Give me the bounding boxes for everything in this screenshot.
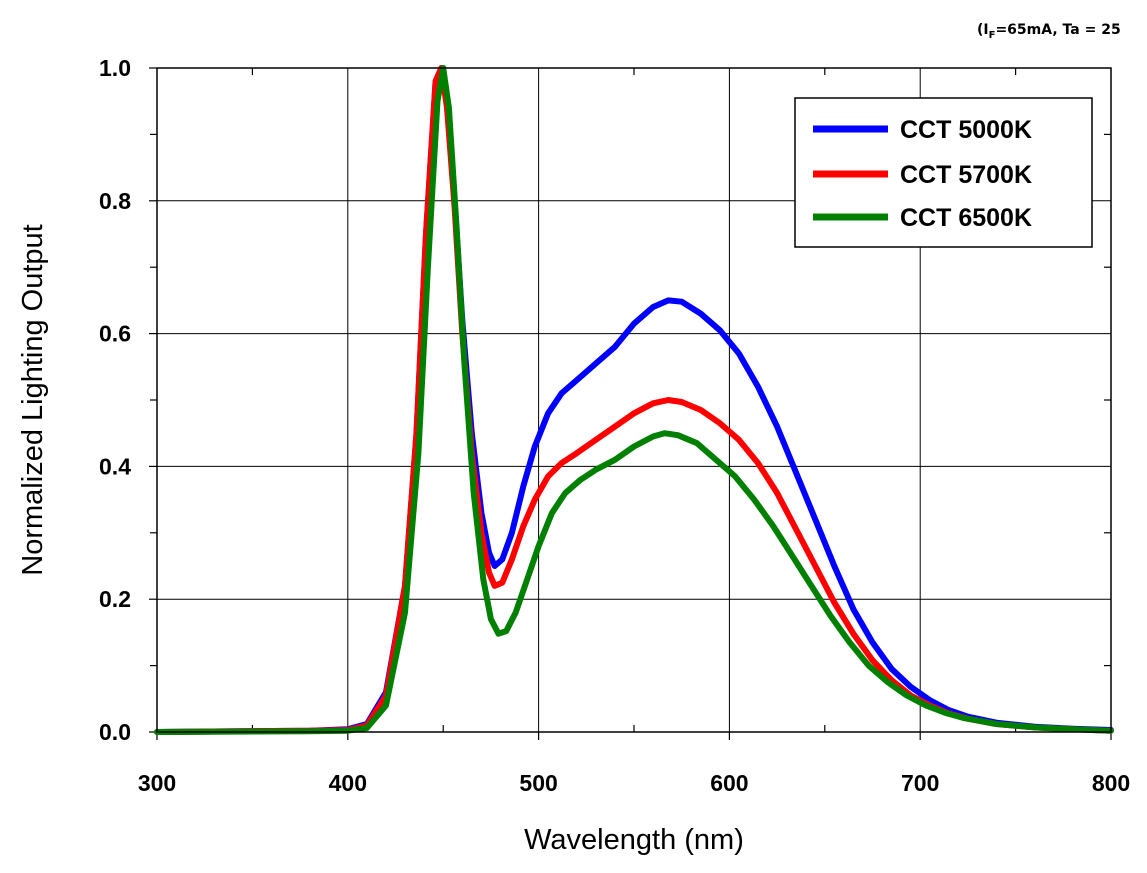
y-tick-label: 0.6 — [99, 321, 131, 347]
x-tick-label: 300 — [138, 770, 176, 796]
y-tick-label: 1.0 — [99, 55, 131, 81]
x-axis-title: Wavelength (nm) — [524, 824, 744, 856]
y-tick-labels: 0.0 0.2 0.4 0.6 0.8 1.0 — [99, 55, 131, 745]
legend: CCT 5000K CCT 5700K CCT 6500K — [794, 97, 1093, 248]
y-tick-label: 0.0 — [99, 719, 131, 745]
y-tick-label: 0.8 — [99, 188, 131, 214]
series-line-cct-5700k — [154, 65, 1114, 735]
series-line-cct-6500k — [154, 65, 1114, 735]
x-tick-label: 700 — [901, 770, 939, 796]
x-tick-labels: 300 400 500 600 700 800 — [138, 770, 1130, 796]
y-axis-title: Normalized Lighting Output — [17, 224, 49, 575]
x-tick-label: 500 — [519, 770, 557, 796]
x-tick-label: 800 — [1092, 770, 1130, 796]
legend-label-5700k: CCT 5700K — [900, 161, 1032, 189]
legend-label-6500k: CCT 6500K — [900, 204, 1032, 232]
x-tick-label: 600 — [710, 770, 748, 796]
y-tick-label: 0.2 — [99, 586, 131, 612]
x-tick-label: 400 — [329, 770, 367, 796]
legend-label-5000k: CCT 5000K — [900, 116, 1032, 144]
series-layer — [154, 65, 1114, 735]
plot-frame — [156, 67, 1112, 733]
test-condition-label: (IF=65mA, Ta = 25 — [977, 22, 1121, 41]
y-tick-label: 0.4 — [99, 453, 131, 479]
